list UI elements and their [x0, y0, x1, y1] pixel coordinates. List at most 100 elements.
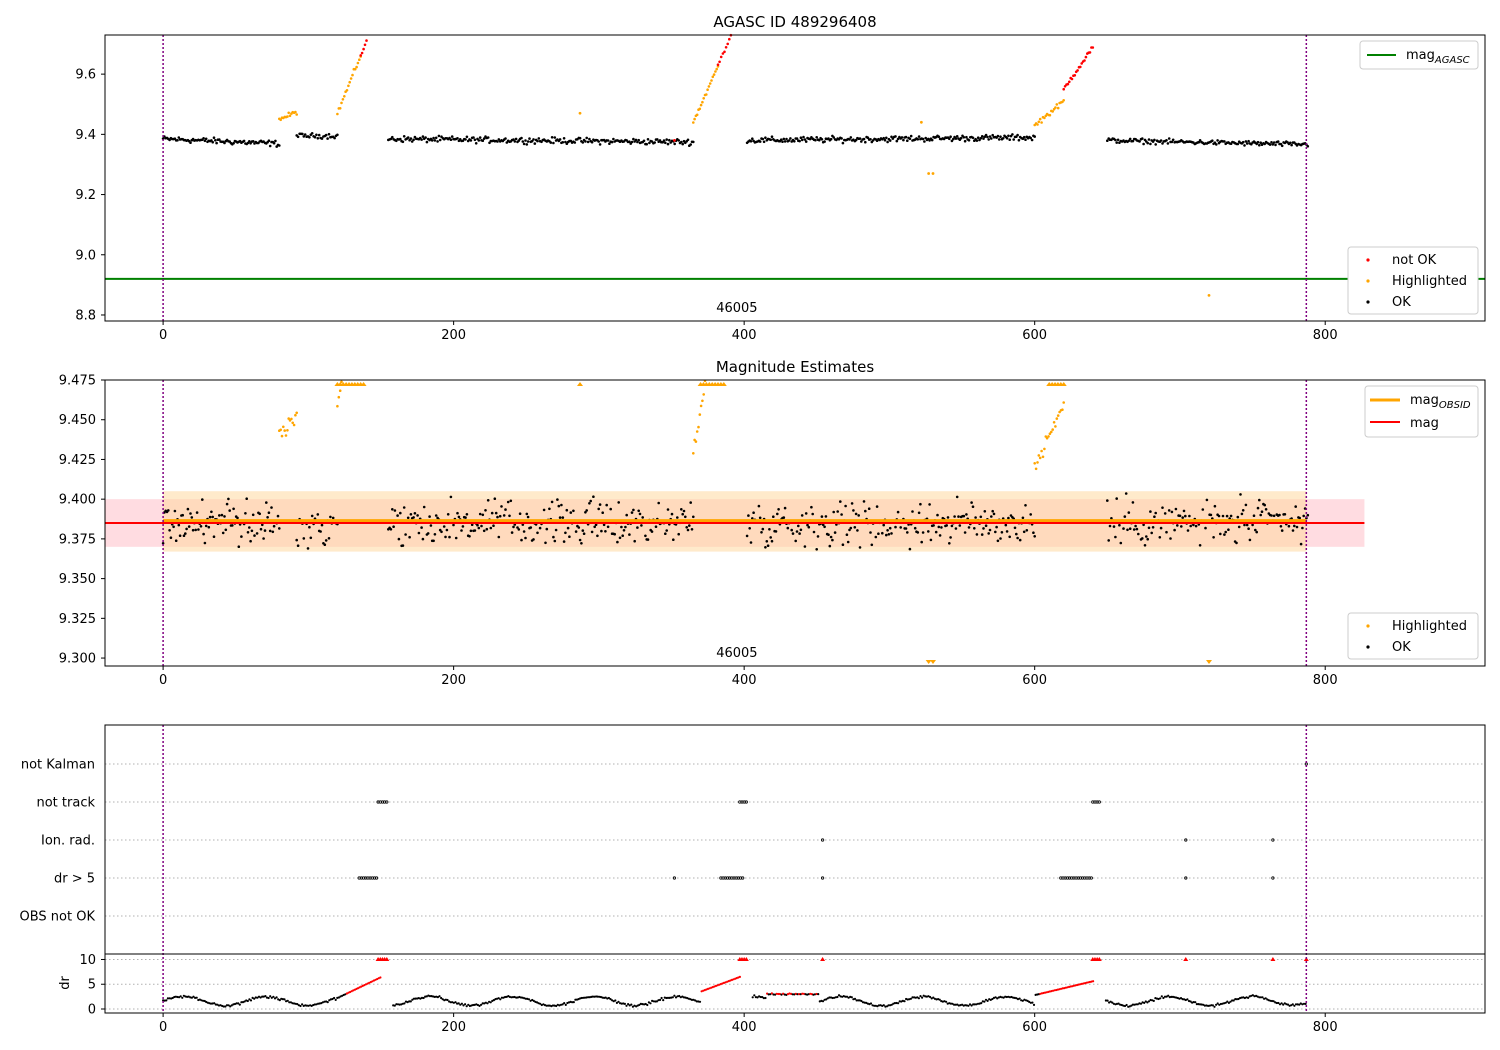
- data-point: [955, 135, 959, 138]
- dr-point: [1167, 994, 1170, 997]
- dr-point: [545, 1004, 548, 1007]
- data-point: [762, 140, 766, 144]
- data-point: [1114, 138, 1117, 142]
- data-point: [1114, 535, 1117, 539]
- data-point: [263, 529, 267, 532]
- dr-point: [770, 992, 774, 995]
- dr-point: [243, 1000, 246, 1003]
- data-point: [1258, 143, 1261, 147]
- y-tick-label: 9.425: [59, 453, 96, 468]
- x-tick-label: 0: [159, 1020, 167, 1035]
- data-point: [673, 142, 676, 146]
- data-point: [355, 65, 358, 69]
- data-point: [979, 515, 983, 519]
- panel2-legend-bottom: Highlighted OK: [1347, 612, 1479, 660]
- dr-point: [1264, 997, 1267, 1000]
- data-point: [181, 513, 184, 517]
- data-point: [1045, 436, 1049, 440]
- data-point: [772, 515, 775, 518]
- dr-point: [753, 994, 756, 997]
- data-point: [356, 61, 360, 65]
- data-point: [948, 137, 951, 141]
- data-point: [1054, 425, 1057, 428]
- data-point: [1256, 140, 1260, 144]
- flag-marker: [1097, 800, 1101, 804]
- data-point: [1154, 143, 1157, 146]
- data-point: [596, 534, 599, 538]
- clipped-low-marker: [1206, 660, 1212, 664]
- data-point: [249, 539, 252, 543]
- x-tick-label: 200: [441, 673, 466, 688]
- data-point: [315, 133, 318, 137]
- dr-point: [539, 1002, 542, 1005]
- data-point: [201, 498, 204, 501]
- dr-point: [1283, 1002, 1286, 1005]
- data-point: [953, 515, 956, 518]
- data-point: [556, 498, 559, 501]
- data-point: [946, 516, 950, 519]
- data-point: [593, 525, 596, 529]
- data-point: [1036, 123, 1039, 126]
- dr-point: [662, 999, 665, 1002]
- panel2-y-axis: 9.300 9.325 9.350 9.375 9.400 9.425 9.450 9.475: [59, 374, 105, 667]
- data-point: [1256, 506, 1260, 510]
- dr-point: [671, 996, 674, 999]
- data-point: [841, 141, 845, 145]
- dr-point: [478, 1004, 481, 1008]
- data-point: [747, 514, 750, 517]
- data-point: [313, 135, 317, 139]
- data-point: [279, 118, 283, 122]
- data-point: [510, 531, 514, 534]
- data-point: [787, 139, 791, 142]
- data-point: [464, 138, 467, 141]
- data-point: [783, 140, 787, 143]
- data-point: [1241, 140, 1245, 144]
- dr-point: [181, 996, 184, 999]
- dr-point: [1195, 1003, 1198, 1006]
- data-point: [391, 135, 394, 139]
- data-point: [577, 526, 581, 529]
- dr-point: [492, 999, 495, 1002]
- dr-point: [1147, 1000, 1151, 1003]
- data-point: [719, 55, 723, 59]
- dr-point: [1165, 995, 1168, 998]
- data-point: [921, 531, 925, 534]
- dr-point: [481, 1002, 484, 1005]
- data-point: [251, 513, 255, 517]
- data-point: [650, 530, 654, 533]
- data-point: [1022, 530, 1026, 534]
- data-point: [211, 140, 214, 144]
- data-point: [602, 523, 606, 527]
- panel2-x-axis: 0 200 400 600 800: [159, 666, 1338, 688]
- data-point: [1278, 513, 1281, 517]
- y-tick-label: 9.475: [59, 374, 96, 389]
- data-point: [954, 527, 958, 530]
- panel1-points: [161, 33, 1310, 297]
- data-point: [1033, 462, 1036, 465]
- data-point: [1237, 525, 1241, 529]
- dr-point: [1125, 1003, 1128, 1007]
- data-point: [340, 380, 343, 384]
- dr-point: [1278, 1003, 1282, 1006]
- data-point: [716, 63, 720, 66]
- data-point: [845, 533, 849, 536]
- data-point: [600, 529, 603, 533]
- data-point: [473, 138, 477, 142]
- dr-point: [1192, 1001, 1195, 1004]
- dr-point: [991, 997, 994, 1001]
- data-point: [987, 532, 990, 535]
- data-point: [1158, 536, 1162, 539]
- dr-point: [1031, 1001, 1034, 1004]
- flag-row-labels: not Kalman not track Ion. rad. dr > 5 OBS no…: [20, 758, 96, 925]
- data-point: [1073, 74, 1077, 77]
- data-point: [473, 529, 477, 532]
- data-point: [924, 136, 927, 140]
- dr-point: [945, 1000, 948, 1003]
- data-point: [1247, 139, 1250, 143]
- dr-point: [973, 1003, 976, 1006]
- data-point: [751, 517, 754, 520]
- data-point: [1248, 538, 1252, 542]
- data-point: [1170, 510, 1174, 514]
- data-point: [1061, 408, 1064, 412]
- dr-point: [457, 1002, 460, 1005]
